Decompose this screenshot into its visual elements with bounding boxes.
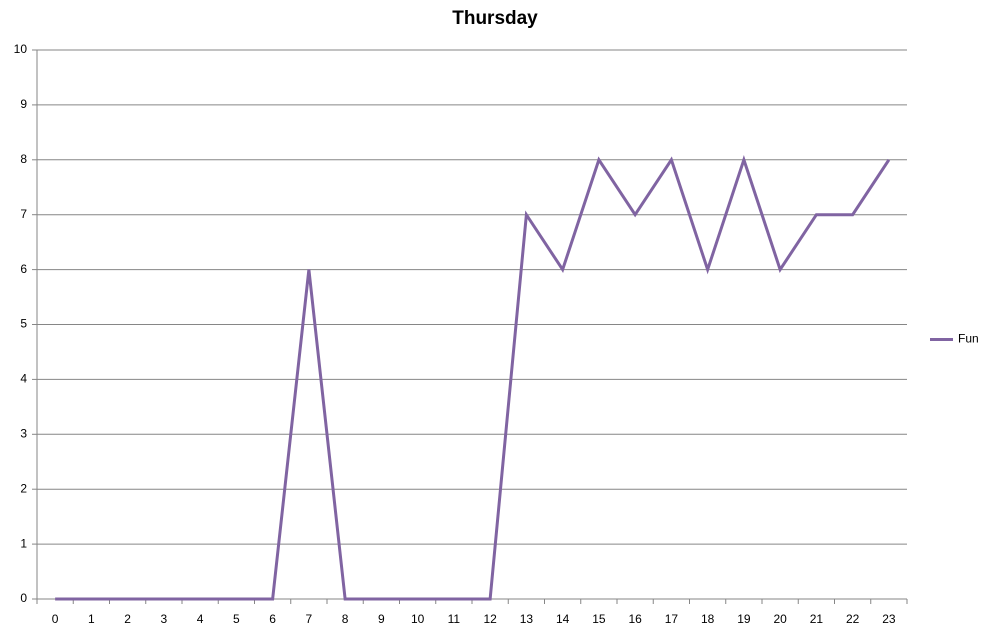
x-tick-label: 9 — [378, 612, 385, 626]
y-tick-label: 7 — [20, 207, 27, 221]
x-tick-label: 11 — [448, 612, 461, 626]
y-tick-label: 10 — [14, 42, 28, 56]
x-tick-label: 12 — [483, 612, 497, 626]
x-tick-label: 0 — [52, 612, 59, 626]
x-tick-label: 4 — [197, 612, 204, 626]
x-tick-label: 21 — [810, 612, 824, 626]
y-tick-label: 8 — [20, 152, 27, 166]
y-tick-label: 9 — [20, 97, 27, 111]
x-tick-label: 15 — [592, 612, 606, 626]
legend-label: Fun — [958, 332, 979, 346]
y-tick-label: 4 — [20, 372, 27, 386]
x-tick-label: 19 — [737, 612, 751, 626]
x-tick-label: 18 — [701, 612, 715, 626]
data-line — [55, 155, 891, 601]
y-tick-label: 2 — [20, 481, 27, 495]
x-tick-label: 20 — [773, 612, 787, 626]
x-tick-label: 1 — [88, 612, 95, 626]
x-tick-label: 3 — [161, 612, 168, 626]
x-tick-label: 13 — [520, 612, 534, 626]
x-tick-label: 16 — [628, 612, 642, 626]
chart-title: Thursday — [452, 8, 538, 29]
x-tick-label: 23 — [882, 612, 896, 626]
y-tick-label: 1 — [20, 536, 27, 550]
y-tick-label: 6 — [20, 262, 27, 276]
x-tick-label: 22 — [846, 612, 860, 626]
x-tick-label: 17 — [665, 612, 679, 626]
x-tick-label: 8 — [342, 612, 349, 626]
x-tick-label: 7 — [306, 612, 313, 626]
y-tick-label: 0 — [20, 591, 27, 605]
y-tick-label: 3 — [20, 426, 27, 440]
x-tick-label: 6 — [269, 612, 276, 626]
x-tick-label: 5 — [233, 612, 240, 626]
y-tick-label: 5 — [20, 317, 27, 331]
x-tick-label: 2 — [124, 612, 131, 626]
x-tick-label: 14 — [556, 612, 570, 626]
x-tick-label: 10 — [411, 612, 425, 626]
